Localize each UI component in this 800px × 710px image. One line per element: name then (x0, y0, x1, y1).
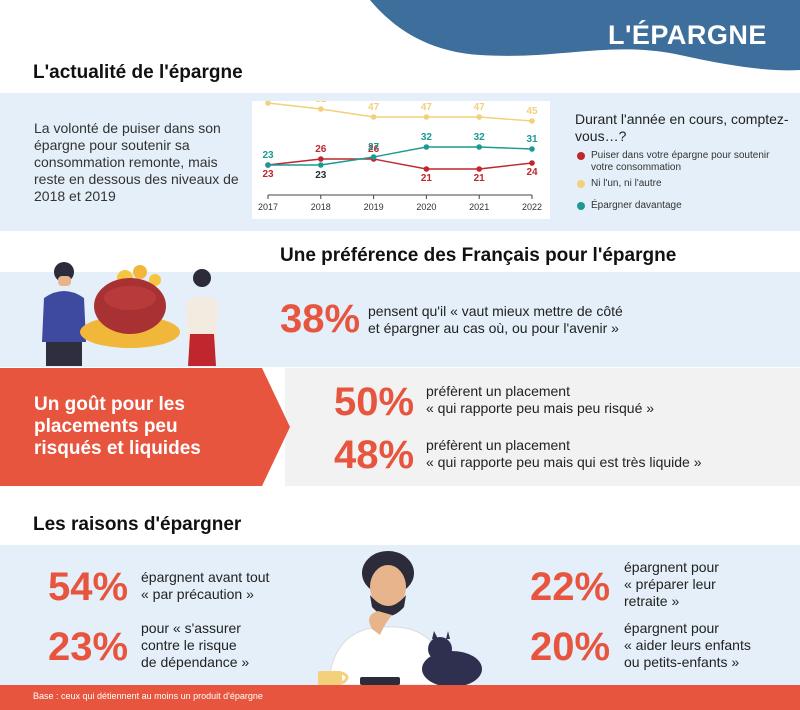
data-label: 45 (526, 106, 538, 117)
brand-title: L'ÉPARGNE (608, 20, 767, 50)
stat-pct-54: 54% (48, 565, 129, 609)
data-point (423, 166, 430, 172)
stat-text-line: de dépendance » (141, 654, 250, 670)
stat-pct-20: 20% (530, 625, 611, 669)
legend-item-epargner: Épargner davantage (577, 200, 792, 214)
x-tick-label: 2019 (364, 202, 384, 212)
data-point (423, 114, 430, 120)
data-label: 26 (368, 144, 380, 155)
thinking-man-illustration (318, 551, 482, 685)
data-point (529, 146, 535, 152)
x-tick-label: 2021 (469, 202, 489, 212)
stat-text-line: « préparer leur (624, 576, 716, 592)
section-title-preference: Une préférence des Français pour l'éparg… (280, 245, 677, 266)
data-point (265, 162, 271, 168)
stat-text-line: contre le risque (141, 637, 237, 653)
data-point (265, 100, 271, 106)
stat-pct-23: 23% (48, 625, 129, 669)
data-label: 23 (262, 169, 274, 180)
data-point (476, 114, 482, 120)
stat-text-line: ou petits-enfants » (624, 654, 740, 670)
x-tick-label: 2020 (416, 202, 436, 212)
data-point (476, 144, 482, 150)
data-label: 47 (368, 102, 380, 113)
stat-pct-22: 22% (530, 565, 611, 609)
series-line (267, 158, 533, 170)
legend-title: Durant l'année en cours, comptez-vous…? (575, 111, 789, 144)
stat-text-line: et épargner au cas où, ou pour l'avenir … (368, 320, 619, 336)
band-placements (285, 368, 800, 486)
legend-label: Épargner davantage (591, 200, 682, 211)
x-tick-label: 2022 (522, 202, 542, 212)
data-label: 23 (315, 170, 327, 181)
placements-title: Un goût pour les placements peu risqués … (34, 394, 201, 459)
data-point (318, 162, 324, 168)
data-point (529, 118, 535, 124)
stat-text-line: « aider leurs enfants (624, 637, 751, 653)
legend-label: Puiser dans votre épargne pour soutenir … (591, 150, 770, 173)
series-line (267, 102, 533, 122)
stat-text-line: « par précaution » (141, 586, 254, 602)
chart-panel: 2017201820192020202120222326262121245451… (252, 88, 550, 219)
data-label: 26 (315, 144, 327, 155)
stat-text-line: « qui rapporte peu mais qui est très liq… (426, 454, 702, 470)
data-label: 51 (315, 101, 327, 105)
footer-bar (0, 685, 800, 710)
legend-label: Ni l'un, ni l'autre (591, 178, 662, 189)
stat-pct-48: 48% (334, 433, 415, 477)
section-title-raisons: Les raisons d'épargner (33, 514, 242, 535)
data-point (476, 166, 482, 172)
couple-coins-illustration (42, 262, 218, 366)
data-point (529, 160, 535, 166)
legend-dot-icon (577, 180, 585, 188)
stat-text-line: épargnent pour (624, 620, 719, 636)
stat-text-line: épargnent pour (624, 559, 719, 575)
legend-item-ni: Ni l'un, ni l'autre (577, 178, 792, 192)
stat-text-line: préfèrent un placement (426, 383, 570, 399)
series-line (268, 146, 533, 166)
footnote: Base : ceux qui détiennent au moins un p… (33, 691, 263, 701)
stat-text-line: « qui rapporte peu mais peu risqué » (426, 400, 655, 416)
data-point (423, 144, 430, 150)
arrow-banner (0, 368, 290, 486)
stat-text-line: pensent qu'il « vaut mieux mettre de côt… (368, 303, 623, 319)
data-label: 32 (474, 132, 486, 143)
data-label: 31 (526, 134, 538, 145)
x-tick-label: 2017 (258, 202, 278, 212)
stat-text-line: pour « s'assurer (141, 620, 241, 636)
stat-pct-38: 38% (280, 297, 361, 341)
stat-text-line: épargnent avant tout (141, 569, 270, 585)
data-point (318, 106, 324, 112)
data-label: 21 (474, 173, 486, 184)
data-label: 32 (421, 132, 433, 143)
stat-pct-50: 50% (334, 380, 415, 424)
data-point (370, 114, 377, 120)
stat-text-line: retraite » (624, 593, 680, 609)
data-label: 47 (474, 102, 486, 113)
data-point (370, 154, 377, 160)
legend-dot-icon (577, 152, 585, 160)
legend-dot-icon (577, 202, 585, 210)
data-label: 23 (262, 150, 274, 161)
data-label: 27 (368, 142, 380, 153)
data-label: 21 (421, 173, 433, 184)
data-label: 47 (421, 102, 433, 113)
section-title-actualite: L'actualité de l'épargne (33, 62, 243, 83)
line-chart: 2017201820192020202120222326262121245451… (258, 88, 542, 212)
data-label: 24 (526, 167, 538, 178)
legend-item-puiser: Puiser dans votre épargne pour soutenir … (577, 150, 792, 176)
x-tick-label: 2018 (311, 202, 331, 212)
intro-text: La volonté de puiser dans son épargne po… (34, 120, 239, 204)
data-point (318, 156, 324, 162)
header-wave (370, 0, 800, 71)
stat-text-line: préfèrent un placement (426, 437, 570, 453)
